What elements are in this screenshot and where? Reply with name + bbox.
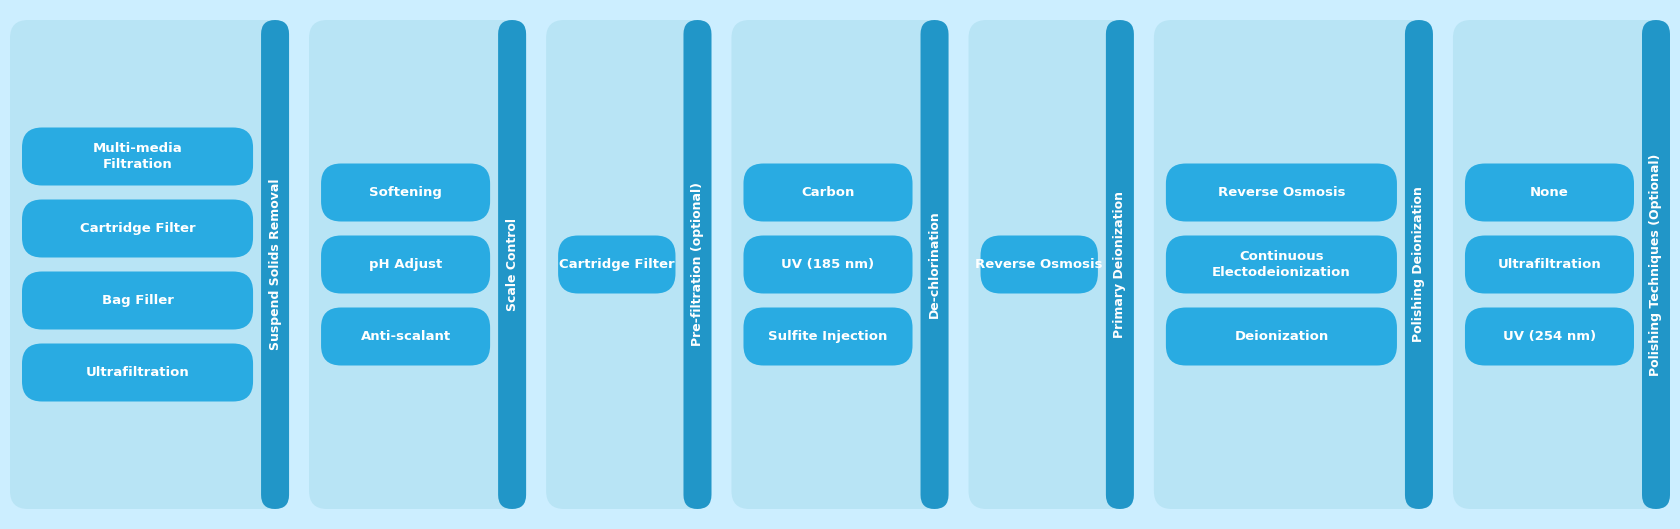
FancyBboxPatch shape bbox=[22, 199, 254, 258]
Text: Reverse Osmosis: Reverse Osmosis bbox=[976, 258, 1104, 271]
FancyBboxPatch shape bbox=[321, 163, 491, 222]
FancyBboxPatch shape bbox=[497, 20, 526, 509]
Text: Pre-filtration (optional): Pre-filtration (optional) bbox=[690, 183, 704, 346]
Text: Multi-media
Filtration: Multi-media Filtration bbox=[92, 142, 183, 170]
Text: Bag Filler: Bag Filler bbox=[101, 294, 173, 307]
FancyBboxPatch shape bbox=[684, 20, 711, 509]
FancyBboxPatch shape bbox=[921, 20, 949, 509]
FancyBboxPatch shape bbox=[981, 235, 1099, 294]
Text: De-chlorination: De-chlorination bbox=[927, 211, 941, 318]
Text: UV (254 nm): UV (254 nm) bbox=[1504, 330, 1596, 343]
Text: Scale Control: Scale Control bbox=[506, 218, 519, 311]
FancyBboxPatch shape bbox=[22, 271, 254, 330]
FancyBboxPatch shape bbox=[10, 20, 289, 509]
FancyBboxPatch shape bbox=[1453, 20, 1670, 509]
Text: Sulfite Injection: Sulfite Injection bbox=[768, 330, 887, 343]
FancyBboxPatch shape bbox=[1105, 20, 1134, 509]
FancyBboxPatch shape bbox=[1166, 163, 1398, 222]
FancyBboxPatch shape bbox=[1166, 235, 1398, 294]
Text: Reverse Osmosis: Reverse Osmosis bbox=[1218, 186, 1346, 199]
FancyBboxPatch shape bbox=[1465, 307, 1635, 366]
FancyBboxPatch shape bbox=[969, 20, 1134, 509]
FancyBboxPatch shape bbox=[1166, 307, 1398, 366]
FancyBboxPatch shape bbox=[731, 20, 949, 509]
FancyBboxPatch shape bbox=[558, 235, 675, 294]
FancyBboxPatch shape bbox=[22, 127, 254, 186]
FancyBboxPatch shape bbox=[260, 20, 289, 509]
FancyBboxPatch shape bbox=[744, 235, 912, 294]
Text: Cartridge Filter: Cartridge Filter bbox=[79, 222, 195, 235]
Text: Polishing Deionization: Polishing Deionization bbox=[1413, 187, 1425, 342]
FancyBboxPatch shape bbox=[321, 235, 491, 294]
Text: Ultrafiltration: Ultrafiltration bbox=[1497, 258, 1601, 271]
Text: pH Adjust: pH Adjust bbox=[370, 258, 442, 271]
FancyBboxPatch shape bbox=[1154, 20, 1433, 509]
FancyBboxPatch shape bbox=[1404, 20, 1433, 509]
Text: Polishing Techniques (Optional): Polishing Techniques (Optional) bbox=[1650, 153, 1663, 376]
Text: Anti-scalant: Anti-scalant bbox=[361, 330, 450, 343]
Text: Cartridge Filter: Cartridge Filter bbox=[559, 258, 675, 271]
Text: Primary Deionization: Primary Deionization bbox=[1114, 191, 1126, 338]
FancyBboxPatch shape bbox=[1465, 163, 1635, 222]
Text: Carbon: Carbon bbox=[801, 186, 855, 199]
Text: UV (185 nm): UV (185 nm) bbox=[781, 258, 875, 271]
Text: Ultrafiltration: Ultrafiltration bbox=[86, 366, 190, 379]
FancyBboxPatch shape bbox=[744, 163, 912, 222]
FancyBboxPatch shape bbox=[1465, 235, 1635, 294]
FancyBboxPatch shape bbox=[744, 307, 912, 366]
Text: Softening: Softening bbox=[370, 186, 442, 199]
FancyBboxPatch shape bbox=[1641, 20, 1670, 509]
FancyBboxPatch shape bbox=[22, 343, 254, 402]
Text: None: None bbox=[1530, 186, 1569, 199]
FancyBboxPatch shape bbox=[321, 307, 491, 366]
FancyBboxPatch shape bbox=[546, 20, 711, 509]
Text: Deionization: Deionization bbox=[1235, 330, 1329, 343]
FancyBboxPatch shape bbox=[309, 20, 526, 509]
Text: Suspend Solids Removal: Suspend Solids Removal bbox=[269, 179, 282, 350]
Text: Continuous
Electodeionization: Continuous Electodeionization bbox=[1211, 251, 1351, 278]
